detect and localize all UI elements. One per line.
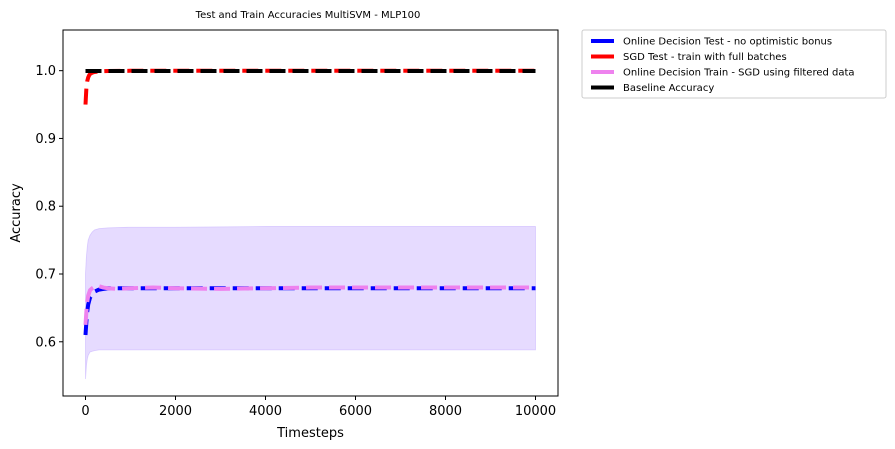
legend-label: Baseline Accuracy <box>623 83 714 94</box>
band-online-decision-train-sgd-using-filtered-data <box>85 226 536 380</box>
y-tick-label: 0.8 <box>35 200 56 215</box>
x-tick-label: 2000 <box>159 404 192 419</box>
chart-title: Test and Train Accuracies MultiSVM - MLP… <box>195 10 421 21</box>
legend-label: Online Decision Test - no optimistic bon… <box>623 37 832 48</box>
series-line-online-decision-train-sgd-using-filtered-data <box>83 283 536 325</box>
y-tick-label: 0.6 <box>35 335 56 350</box>
legend: Online Decision Test - no optimistic bon… <box>581 29 887 99</box>
y-tick-label: 0.9 <box>35 132 56 147</box>
legend-label: Online Decision Train - SGD using filter… <box>623 68 855 79</box>
x-tick-label: 0 <box>81 404 89 419</box>
plot-area <box>83 68 536 380</box>
x-tick-label: 6000 <box>339 404 372 419</box>
x-axis-label: Timesteps <box>276 426 344 441</box>
x-axis: 0 2000 4000 6000 8000 10000 <box>81 396 556 419</box>
series-line-online-decision-test-no-optimistic-bonus <box>83 286 536 336</box>
legend-frame <box>581 29 887 99</box>
x-tick-label: 10000 <box>515 404 556 419</box>
y-tick-label: 0.7 <box>35 268 56 283</box>
y-tick-label: 1.0 <box>35 64 56 79</box>
y-axis-label: Accuracy <box>9 183 24 243</box>
x-tick-label: 4000 <box>249 404 282 419</box>
plot-frame <box>62 29 559 397</box>
x-tick-label: 8000 <box>429 404 462 419</box>
y-axis: 0.6 0.7 0.8 0.9 1.0 <box>35 64 63 350</box>
series-line-sgd-test-train-with-full-batches <box>83 68 536 105</box>
legend-label: SGD Test - train with full batches <box>623 52 787 63</box>
